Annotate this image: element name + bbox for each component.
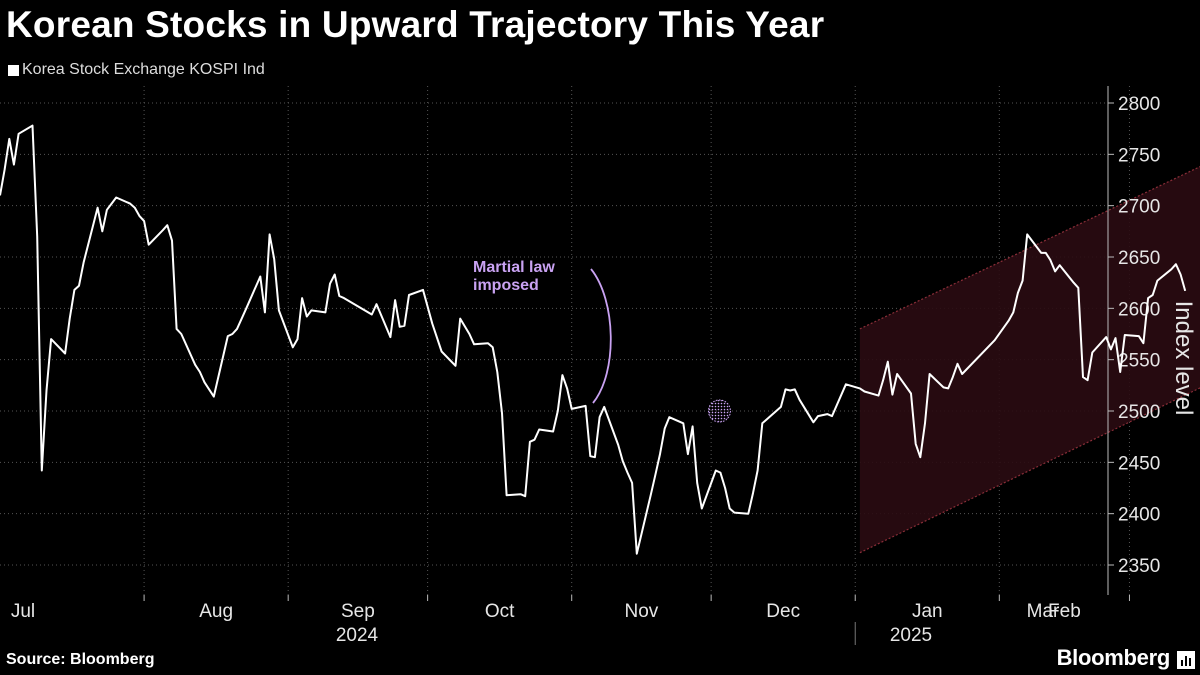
- x-tick-label: Mar: [1027, 601, 1060, 622]
- y-tick-label: 2550: [1118, 351, 1160, 372]
- legend-label: Korea Stock Exchange KOSPI Ind: [22, 61, 265, 78]
- chart-title: Korean Stocks in Upward Trajectory This …: [6, 4, 825, 45]
- annotation-text: Martial law: [473, 259, 555, 276]
- trend-channel: [859, 165, 1200, 554]
- x-tick-label: Oct: [485, 601, 515, 622]
- trend-channel-fill: [859, 166, 1200, 553]
- y-tick-label: 2650: [1118, 248, 1160, 269]
- bloomberg-logo: Bloomberg: [1056, 645, 1171, 670]
- source-note: Source: Bloomberg: [6, 651, 155, 668]
- year-label: 2025: [890, 625, 932, 646]
- y-tick-label: 2450: [1118, 453, 1160, 474]
- y-axis-title: Index level: [1170, 301, 1197, 416]
- y-tick-label: 2350: [1118, 556, 1160, 577]
- x-tick-label: Dec: [766, 601, 800, 622]
- x-tick-label: Aug: [199, 601, 233, 622]
- y-tick-label: 2800: [1118, 94, 1160, 115]
- legend: Korea Stock Exchange KOSPI Ind: [8, 61, 265, 79]
- x-tick-label: Sep: [341, 601, 375, 622]
- axes: 2350 2400 2450 2500 2550 2600 2650 2700 2750 2800…: [11, 86, 1197, 646]
- x-tick-label: Jul: [11, 601, 35, 622]
- kospi-series-line: [0, 124, 1187, 555]
- y-tick-label: 2700: [1118, 197, 1160, 218]
- y-tick-label: 2750: [1118, 145, 1160, 166]
- legend-swatch: [8, 64, 19, 76]
- x-tick-label: Feb: [1048, 601, 1081, 622]
- x-tick-label: Nov: [625, 601, 659, 622]
- annotation-text: imposed: [473, 277, 539, 294]
- year-label: 2024: [336, 625, 379, 646]
- series-layer: [0, 124, 1187, 555]
- annotation-marker: [707, 399, 731, 423]
- y-tick-label: 2600: [1118, 299, 1160, 320]
- bloomberg-mark-icon: [1177, 651, 1195, 669]
- annotation-arrow: [590, 268, 612, 404]
- x-tick-label: Jan: [912, 601, 943, 622]
- y-tick-label: 2500: [1118, 402, 1160, 423]
- gridlines: [0, 86, 1130, 595]
- y-tick-label: 2400: [1118, 505, 1160, 526]
